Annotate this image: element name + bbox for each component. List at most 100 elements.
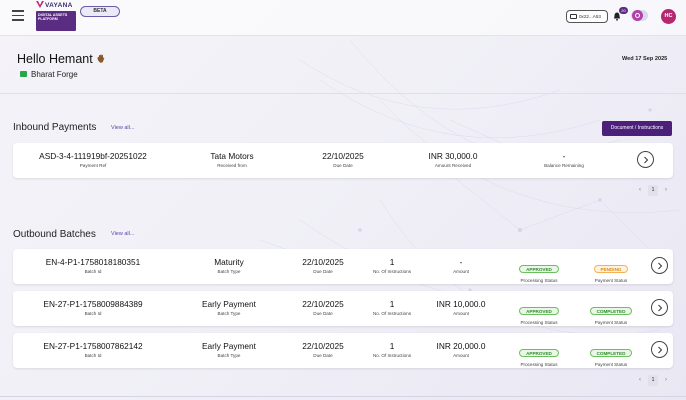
payment-status-cell: COMPLETED Payment Status	[571, 300, 651, 325]
payment-ref-label: Payment Ref	[79, 163, 107, 168]
greeting-text: Hello Hemant	[17, 52, 93, 66]
payment-status-cell: PENDING Payment Status	[571, 258, 651, 283]
balance-remaining-value: -	[562, 151, 566, 161]
pagination-current-page[interactable]: 1	[648, 375, 658, 386]
bell-icon[interactable]	[613, 12, 621, 21]
due-date-value: 22/10/2025	[302, 341, 344, 351]
batch-id-cell: EN-27-P1-1758007862142 Batch Id	[33, 341, 153, 358]
instructions-count-label: No. Of Instructions	[372, 311, 412, 316]
processing-status-cell: APPROVED Processing Status	[499, 258, 579, 283]
batch-id-value: EN-4-P1-1758018180351	[45, 257, 141, 267]
company-name: Bharat Forge	[20, 70, 78, 79]
outbound-batch-row[interactable]: EN-27-P1-1758007862142 Batch Id Early Pa…	[13, 333, 673, 368]
processing-status-badge: APPROVED	[519, 349, 559, 357]
document-instructions-button[interactable]: Document / Instructions	[602, 121, 672, 136]
amount-received-value: INR 30,000.0	[428, 151, 478, 161]
batch-type-value: Early Payment	[202, 341, 256, 351]
processing-status-cell: APPROVED Processing Status	[499, 300, 579, 325]
batch-type-label: Batch Type	[217, 311, 241, 316]
menu-icon[interactable]	[12, 10, 24, 21]
batch-type-cell: Early Payment Batch Type	[189, 341, 269, 358]
chevron-right-icon	[658, 262, 663, 270]
amount-label: Amount	[453, 353, 469, 358]
due-date-value: 22/10/2025	[322, 151, 364, 161]
amount-received-cell: INR 30,000.0 Amount Received	[413, 151, 493, 168]
batch-id-label: Batch Id	[84, 311, 102, 316]
inbound-view-all-link[interactable]: View all...	[111, 125, 135, 131]
payment-status-badge: COMPLETED	[589, 307, 633, 315]
briefcase-icon	[20, 71, 27, 77]
instructions-count-label: No. Of Instructions	[372, 353, 412, 358]
payment-ref-cell: ASD-3-4-111919bf-20251022 Payment Ref	[33, 151, 153, 168]
avatar[interactable]: HC	[661, 9, 676, 24]
instructions-count-label: No. Of Instructions	[372, 269, 412, 274]
chevron-right-icon	[658, 346, 663, 354]
outbound-view-all-link[interactable]: View all...	[111, 231, 135, 237]
batch-id-value: EN-27-P1-1758007862142	[43, 341, 143, 351]
amount-received-label: Amount Received	[434, 163, 472, 168]
processing-status-cell: APPROVED Processing Status	[499, 342, 579, 367]
theme-toggle[interactable]	[631, 10, 648, 21]
instructions-count-cell: 1 No. Of Instructions	[352, 299, 432, 316]
inbound-payments-title: Inbound Payments	[13, 122, 97, 133]
company-label: Bharat Forge	[31, 70, 78, 79]
received-from-label: Received from	[217, 163, 247, 168]
received-from-value: Tata Motors	[210, 151, 254, 161]
amount-cell: - Amount	[421, 257, 501, 274]
balance-remaining-cell: - Balance Remaining	[524, 151, 604, 168]
balance-remaining-label: Balance Remaining	[544, 163, 584, 168]
due-date-value: 22/10/2025	[302, 257, 344, 267]
outbound-pagination: ‹ 1 ›	[636, 375, 672, 386]
payment-status-label: Payment Status	[594, 278, 628, 283]
due-date-cell: 22/10/2025 Due Date	[303, 151, 383, 168]
inbound-payment-row[interactable]: ASD-3-4-111919bf-20251022 Payment Ref Ta…	[13, 143, 673, 178]
instructions-count-value: 1	[389, 257, 395, 267]
current-date: Wed 17 Sep 2025	[622, 56, 668, 62]
processing-status-label: Processing Status	[520, 278, 558, 283]
outbound-row-open-button[interactable]	[651, 299, 668, 316]
amount-value: INR 10,000.0	[436, 299, 486, 309]
payment-status-cell: COMPLETED Payment Status	[571, 342, 651, 367]
batch-type-label: Batch Type	[217, 353, 241, 358]
received-from-cell: Tata Motors Received from	[192, 151, 272, 168]
outbound-row-open-button[interactable]	[651, 341, 668, 358]
greeting-title: Hello Hemant	[17, 52, 106, 66]
amount-label: Amount	[453, 269, 469, 274]
wallet-account-button[interactable]: 0x22...A53	[566, 10, 608, 23]
batch-type-label: Batch Type	[217, 269, 241, 274]
chevron-right-icon	[658, 304, 663, 312]
toggle-knob	[632, 10, 643, 21]
payment-ref-value: ASD-3-4-111919bf-20251022	[39, 151, 147, 161]
batch-type-cell: Maturity Batch Type	[189, 257, 269, 274]
pagination-prev-icon[interactable]: ‹	[639, 377, 641, 383]
wallet-address: 0x22...A53	[579, 14, 601, 19]
amount-cell: INR 10,000.0 Amount	[421, 299, 501, 316]
vayana-logo[interactable]: VAYANA DIGITAL ASSETS PLATFORM	[36, 1, 78, 32]
outbound-batch-row[interactable]: EN-4-P1-1758018180351 Batch Id Maturity …	[13, 249, 673, 284]
batch-id-label: Batch Id	[84, 353, 102, 358]
inbound-pagination: ‹ 1 ›	[636, 185, 672, 196]
payment-status-label: Payment Status	[594, 320, 628, 325]
processing-status-badge: APPROVED	[519, 265, 559, 273]
processing-status-badge: APPROVED	[519, 307, 559, 315]
batch-type-value: Early Payment	[202, 299, 256, 309]
top-bar: VAYANA DIGITAL ASSETS PLATFORM BETA 0x22…	[0, 0, 686, 36]
due-date-label: Due Date	[313, 311, 333, 316]
notification-count-badge: 20	[619, 7, 628, 14]
payment-status-badge: COMPLETED	[589, 349, 633, 357]
pagination-prev-icon[interactable]: ‹	[639, 187, 641, 193]
processing-status-label: Processing Status	[520, 320, 558, 325]
inbound-row-open-button[interactable]	[637, 151, 654, 168]
pagination-next-icon[interactable]: ›	[665, 377, 667, 383]
due-date-label: Due Date	[313, 269, 333, 274]
amount-cell: INR 20,000.0 Amount	[421, 341, 501, 358]
outbound-row-open-button[interactable]	[651, 257, 668, 274]
pagination-next-icon[interactable]: ›	[665, 187, 667, 193]
batch-type-value: Maturity	[214, 257, 244, 267]
amount-label: Amount	[453, 311, 469, 316]
outbound-batch-row[interactable]: EN-27-P1-1758009884389 Batch Id Early Pa…	[13, 291, 673, 326]
pagination-current-page[interactable]: 1	[648, 185, 658, 196]
batch-id-cell: EN-4-P1-1758018180351 Batch Id	[33, 257, 153, 274]
due-date-label: Due Date	[333, 163, 353, 168]
sun-icon	[635, 13, 640, 18]
